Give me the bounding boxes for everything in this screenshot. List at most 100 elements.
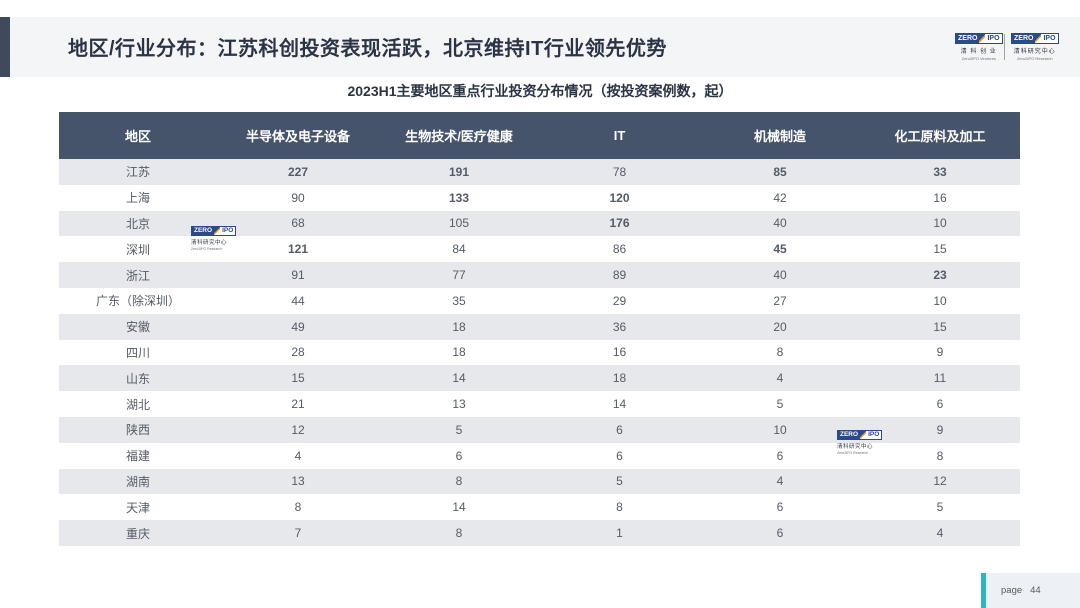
value-cell: 6 (539, 442, 700, 469)
region-cell: 北京 (59, 210, 217, 237)
table-row: 北京 68 105 176 40 10 (59, 210, 1020, 237)
logo-arrow-icon (1035, 34, 1042, 43)
region-cell: 上海 (59, 184, 217, 211)
page-label: page (1001, 585, 1023, 596)
value-cell: 4 (860, 520, 1020, 546)
logo-zero-text: ZERO (838, 431, 861, 439)
value-cell: 13 (379, 391, 539, 417)
value-cell: 29 (539, 287, 700, 314)
table-row: 江苏 227 191 78 85 33 (59, 159, 1020, 185)
region-cell: 湖北 (59, 391, 217, 417)
value-cell: 8 (217, 494, 379, 521)
value-cell: 21 (217, 391, 379, 417)
value-cell: 120 (539, 184, 700, 211)
value-cell: 20 (700, 313, 860, 340)
value-cell: 8 (379, 520, 539, 546)
value-cell: 68 (217, 210, 379, 237)
value-cell: 78 (539, 159, 700, 185)
value-cell: 86 (539, 236, 700, 263)
value-cell: 90 (217, 184, 379, 211)
investment-distribution-table: 地区 半导体及电子设备 生物技术/医疗健康 IT 机械制造 化工原料及加工 江苏… (59, 112, 1020, 546)
value-cell: 18 (379, 313, 539, 340)
value-cell: 15 (860, 236, 1020, 263)
logo-zero-text: ZERO (1012, 34, 1036, 43)
value-cell: 40 (700, 210, 860, 237)
page-number-value: 44 (1030, 585, 1041, 596)
value-cell: 8 (539, 494, 700, 521)
value-cell: 8 (379, 468, 539, 495)
region-cell: 陕西 (59, 416, 217, 443)
value-cell: 7 (217, 520, 379, 546)
value-cell: 4 (700, 365, 860, 392)
value-cell: 44 (217, 287, 379, 314)
value-cell: 133 (379, 184, 539, 211)
logo-zero-text: ZERO (192, 227, 215, 235)
value-cell: 6 (860, 391, 1020, 417)
region-cell: 山东 (59, 365, 217, 392)
value-cell: 40 (700, 262, 860, 288)
value-cell: 89 (539, 262, 700, 288)
table-header-row: 地区 半导体及电子设备 生物技术/医疗健康 IT 机械制造 化工原料及加工 (59, 112, 1020, 159)
table-row: 福建 4 6 6 6 8 (59, 442, 1020, 469)
logo-en-text: Zero2IPO Ventures (961, 56, 996, 61)
value-cell: 105 (379, 210, 539, 237)
table-row: 湖南 13 8 5 4 12 (59, 468, 1020, 495)
region-cell: 重庆 (59, 520, 217, 546)
value-cell: 91 (217, 262, 379, 288)
zero2ipo-logo-mark: ZERO IPO (837, 430, 883, 440)
value-cell: 18 (379, 339, 539, 366)
value-cell: 5 (379, 416, 539, 443)
logo-ipo-text: IPO (985, 34, 1002, 43)
value-cell: 6 (379, 442, 539, 469)
logo-divider (1004, 34, 1005, 60)
value-cell: 5 (539, 468, 700, 495)
value-cell: 1 (539, 520, 700, 546)
watermark-logo: ZERO IPO 清科研究中心 Zero2IPO Research (191, 226, 237, 251)
region-cell: 江苏 (59, 159, 217, 185)
table-row: 广东（除深圳） 44 35 29 27 10 (59, 287, 1020, 314)
value-cell: 12 (217, 416, 379, 443)
watermark-logo: ZERO IPO 清科研究中心 Zero2IPO Research (837, 430, 883, 455)
header-accent-bar (0, 17, 10, 77)
value-cell: 191 (379, 159, 539, 185)
value-cell: 5 (860, 494, 1020, 521)
value-cell: 85 (700, 159, 860, 185)
value-cell: 14 (539, 391, 700, 417)
value-cell: 13 (217, 468, 379, 495)
header-band (10, 17, 1080, 77)
logo-arrow-icon (214, 227, 221, 235)
table-row: 上海 90 133 120 42 16 (59, 184, 1020, 211)
table-row: 浙江 91 77 89 40 23 (59, 262, 1020, 288)
value-cell: 77 (379, 262, 539, 288)
value-cell: 5 (700, 391, 860, 417)
logo-cn-text: 清科研究中心 (1013, 49, 1056, 55)
value-cell: 15 (217, 365, 379, 392)
table-row: 深圳 121 84 86 45 15 (59, 236, 1020, 263)
table-row: 湖北 21 13 14 5 6 (59, 391, 1020, 417)
footer-accent-bar (981, 573, 986, 608)
header-semiconductor: 半导体及电子设备 (217, 112, 379, 159)
page-number: page 44 (1001, 585, 1041, 596)
zero2ipo-research-logo: ZERO IPO 清科研究中心 Zero2IPO Research (1011, 33, 1059, 61)
region-cell: 天津 (59, 494, 217, 521)
value-cell: 14 (379, 365, 539, 392)
header-biotech-healthcare: 生物技术/医疗健康 (379, 112, 539, 159)
value-cell: 10 (860, 287, 1020, 314)
value-cell: 27 (700, 287, 860, 314)
value-cell: 84 (379, 236, 539, 263)
value-cell: 4 (217, 442, 379, 469)
table-row: 天津 8 14 8 6 5 (59, 494, 1020, 521)
logo-cn-text: 清 科 创 业 (960, 49, 997, 55)
header-chemicals: 化工原料及加工 (860, 112, 1020, 159)
logo-en-text: Zero2IPO Research (1016, 56, 1053, 61)
value-cell: 35 (379, 287, 539, 314)
logo-cn-text: 清科研究中心 (191, 240, 228, 246)
logo-ipo-text: IPO (220, 227, 236, 235)
region-cell: 四川 (59, 339, 217, 366)
value-cell: 10 (860, 210, 1020, 237)
logo-en-text: Zero2IPO Research (191, 247, 223, 251)
table-row: 山东 15 14 18 4 11 (59, 365, 1020, 392)
value-cell: 45 (700, 236, 860, 263)
logo-cn-text: 清科研究中心 (837, 444, 874, 450)
